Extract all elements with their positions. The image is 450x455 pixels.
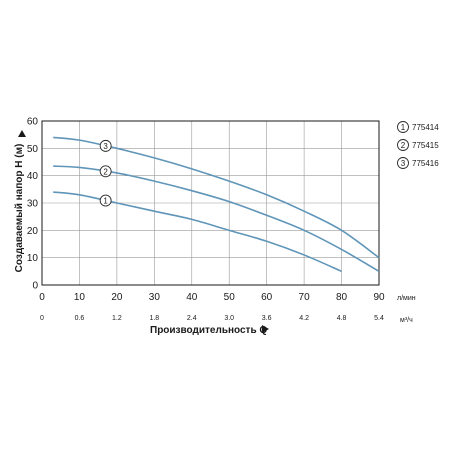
series-marker-label: 3 — [103, 142, 108, 151]
legend-label-775414: 775414 — [412, 123, 439, 132]
y-tick-label: 30 — [27, 199, 39, 210]
legend-label-775416: 775416 — [412, 159, 439, 168]
x2-tick-label: 3.0 — [224, 315, 234, 322]
legend-marker-label: 2 — [401, 141, 406, 150]
y-tick-labels: 0 10 20 30 40 50 60 — [27, 117, 39, 292]
x2-tick-label: 5.4 — [374, 315, 384, 322]
x2-tick-label: 1.2 — [112, 315, 122, 322]
legend-marker-775416 — [397, 157, 409, 169]
x-tick-label: 30 — [149, 292, 161, 303]
x2-tick-label: 4.2 — [299, 315, 309, 322]
series-line-775414 — [53, 191, 342, 273]
x-tick-label: 10 — [74, 292, 86, 303]
legend-marker-775414 — [397, 121, 409, 133]
series: 1 2 3 — [53, 136, 380, 273]
legend-label-775415: 775415 — [412, 141, 439, 150]
x-axis-label: Производительность Q — [150, 325, 267, 336]
x-tick-label: 70 — [299, 292, 311, 303]
x-tick-label: 90 — [373, 292, 385, 303]
y-tick-label: 40 — [27, 171, 39, 182]
x2-tick-label: 0.6 — [75, 315, 85, 322]
x2-unit-label: м³/ч — [400, 317, 413, 324]
y-axis-label: Создаваемый напор H (м) — [14, 144, 25, 273]
x-tick-label: 0 — [39, 292, 45, 303]
plot-frame — [41, 120, 380, 286]
series-marker-775414 — [99, 194, 112, 207]
series-marker-775416 — [99, 139, 112, 152]
y-tick-label: 10 — [27, 253, 39, 264]
x2-tick-labels: 0 0.6 1.2 1.8 2.4 3.0 3.6 4.2 4.8 5.4 — [40, 315, 384, 322]
legend-marker-label: 3 — [401, 159, 406, 168]
x-unit-label: л/мин — [397, 295, 416, 302]
x2-tick-label: 2.4 — [187, 315, 197, 322]
x-tick-labels: 0 10 20 30 40 50 60 70 80 90 — [39, 292, 385, 303]
x2-tick-label: 1.8 — [149, 315, 159, 322]
grid — [42, 121, 379, 285]
x-tick-label: 60 — [261, 292, 273, 303]
x-tick-label: 80 — [336, 292, 348, 303]
y-tick-label: 20 — [27, 226, 39, 237]
x2-tick-label: 4.8 — [337, 315, 347, 322]
series-marker-label: 1 — [103, 197, 108, 206]
x-tick-label: 50 — [224, 292, 236, 303]
x2-tick-label: 0 — [40, 315, 44, 322]
series-marker-label: 2 — [103, 167, 108, 176]
x2-tick-label: 3.6 — [262, 315, 272, 322]
x-axis-arrow-icon — [262, 325, 269, 333]
y-axis-arrow-icon — [18, 130, 26, 137]
y-tick-label: 60 — [27, 117, 39, 128]
legend: 1 775414 2 775415 3 775416 — [397, 121, 439, 169]
legend-marker-label: 1 — [401, 123, 406, 132]
y-tick-label: 0 — [32, 281, 38, 292]
series-line-775415 — [53, 165, 380, 273]
y-tick-label: 50 — [27, 144, 39, 155]
x-tick-label: 40 — [186, 292, 198, 303]
x-tick-label: 20 — [111, 292, 123, 303]
legend-marker-775415 — [397, 139, 409, 151]
series-line-775416 — [53, 136, 380, 259]
series-marker-775415 — [99, 165, 112, 178]
axes — [41, 120, 380, 286]
